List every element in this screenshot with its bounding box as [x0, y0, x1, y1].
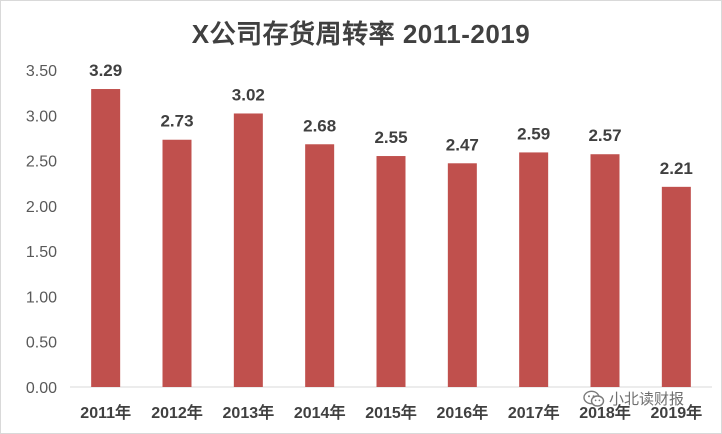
- bar: [447, 163, 477, 387]
- bar: [91, 89, 121, 388]
- x-tick-label: 2015年: [365, 403, 417, 422]
- bar: [590, 154, 620, 387]
- bar: [305, 144, 335, 387]
- data-label: 2.68: [303, 116, 336, 135]
- data-label: 2.47: [446, 135, 479, 154]
- data-label: 3.29: [89, 61, 122, 80]
- watermark-text: 小北读财报: [609, 391, 685, 408]
- bar: [376, 156, 406, 387]
- bar: [233, 113, 263, 387]
- y-tick-label: 1.50: [26, 244, 57, 261]
- data-label: 3.02: [232, 85, 265, 104]
- x-tick-label: 2014年: [294, 403, 346, 422]
- y-tick-label: 0.00: [26, 380, 57, 397]
- y-tick-label: 2.00: [26, 199, 57, 216]
- y-axis-ticks: 0.00 0.50 1.00 1.50 2.00 2.50 3.00 3.50: [26, 63, 57, 397]
- chart-title: X公司存货周转率 2011-2019: [191, 19, 531, 49]
- x-tick-label: 2017年: [508, 403, 560, 422]
- bar: [162, 139, 192, 387]
- data-label: 2.59: [517, 124, 550, 143]
- y-tick-label: 0.50: [26, 335, 57, 352]
- data-label: 2.57: [588, 126, 621, 145]
- bars: [91, 89, 691, 388]
- bar: [661, 186, 691, 387]
- value-labels: 3.29 2.73 3.02 2.68 2.55 2.47 2.59 2.57 2.21: [89, 61, 693, 178]
- data-label: 2.73: [160, 112, 193, 131]
- x-tick-label: 2018年: [579, 403, 631, 422]
- x-tick-label: 2019年: [651, 403, 703, 422]
- y-tick-label: 2.50: [26, 154, 57, 171]
- bar: [519, 152, 549, 387]
- x-tick-label: 2016年: [437, 403, 489, 422]
- wechat-icon: [583, 390, 605, 407]
- y-tick-label: 1.00: [26, 289, 57, 306]
- watermark: 小北读财报: [583, 388, 684, 409]
- x-tick-label: 2013年: [223, 403, 275, 422]
- y-tick-label: 3.50: [26, 63, 57, 80]
- data-label: 2.55: [374, 128, 407, 147]
- x-tick-label: 2012年: [151, 403, 203, 422]
- x-axis-labels: 2011年 2012年 2013年 2014年 2015年 2016年 2017年 2018年…: [80, 403, 702, 422]
- data-label: 2.21: [660, 159, 693, 178]
- y-tick-label: 3.00: [26, 108, 57, 125]
- x-tick-label: 2011年: [80, 403, 131, 422]
